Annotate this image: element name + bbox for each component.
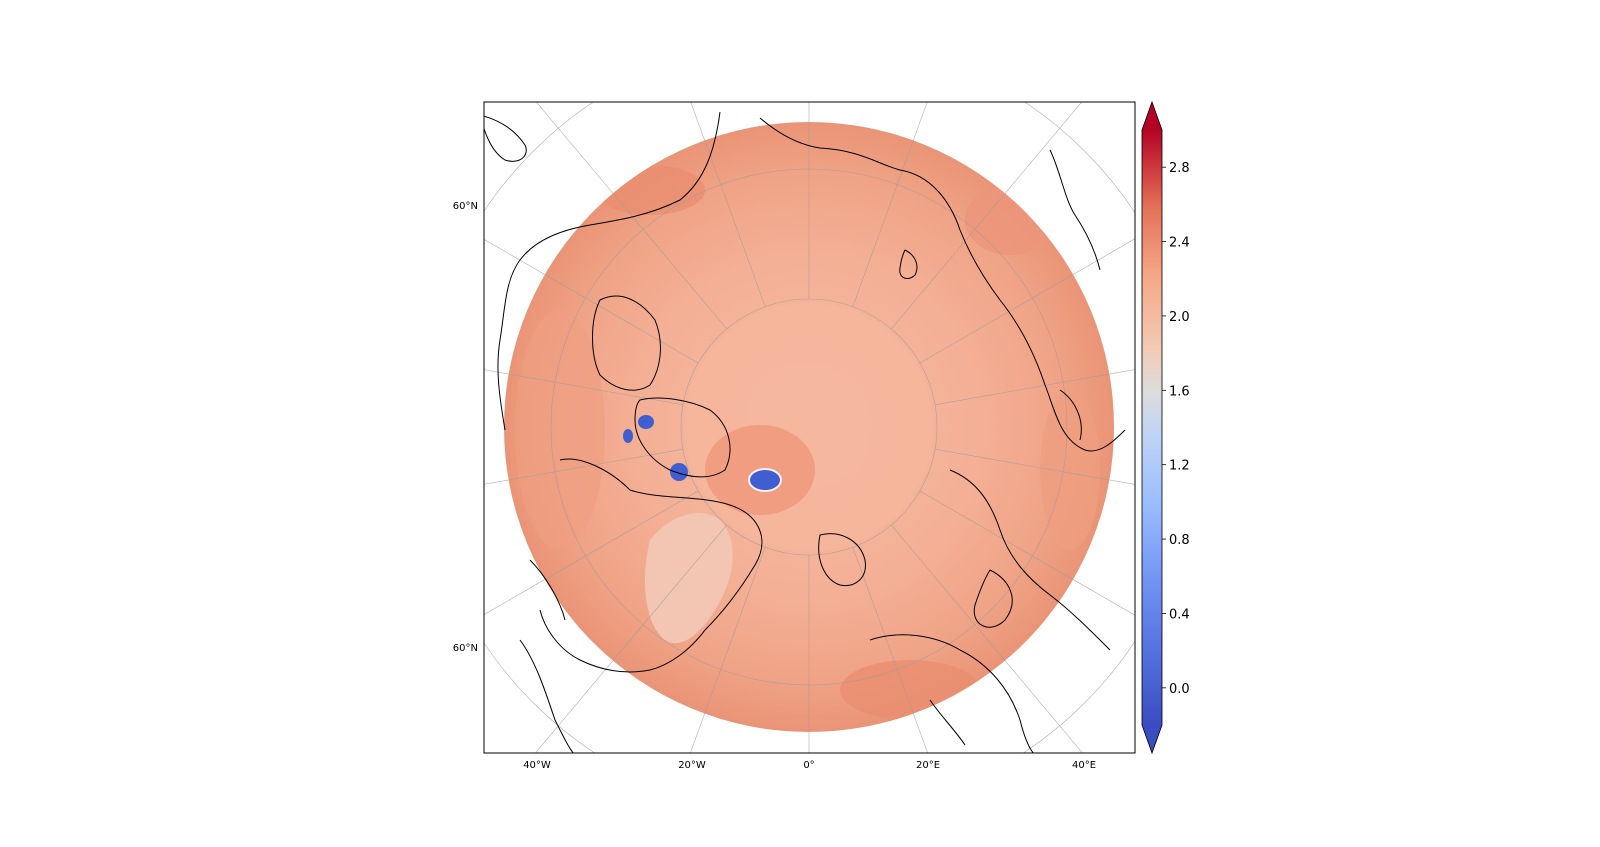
colorbar-gradient: [1142, 130, 1162, 725]
meridian-line: [535, 102, 727, 330]
meridians: [484, 102, 1135, 753]
coastline-island: [592, 295, 661, 391]
field-patch: [1040, 390, 1100, 550]
coastline-novaya-zemlya: [973, 569, 1013, 628]
coastline-eurasia: [759, 117, 1126, 452]
coastline-scandinavia: [869, 634, 1034, 753]
colorbar-tick-label: 0.0: [1169, 682, 1190, 697]
field-patch: [684, 302, 934, 552]
coastline-fragment: [929, 699, 966, 746]
coastline-fragment: [1059, 389, 1082, 441]
colorbar-tick-label: 1.6: [1169, 384, 1190, 399]
lon-label-0: 0°: [803, 760, 814, 771]
colorbar-extend-min: [1142, 725, 1162, 753]
coastline-north-america: [497, 111, 721, 431]
meridian-line: [690, 547, 766, 753]
lon-label-40e: 40°E: [1072, 760, 1096, 771]
field-negative-spot: [623, 429, 633, 443]
meridian-line: [484, 448, 683, 485]
meridian-line: [852, 102, 928, 307]
lon-label-20e: 20°E: [916, 760, 940, 771]
coastline-labrador: [519, 639, 574, 753]
colorbar-ticks: 0.0 0.4 0.8 1.2 1.6 2.0 2.4 2.8: [1162, 161, 1190, 697]
colorbar-extend-max: [1142, 102, 1162, 130]
meridian-line: [484, 239, 699, 364]
coastline-ellesmere: [634, 397, 731, 478]
meridian-line: [535, 524, 727, 753]
colorbar: 0.0 0.4 0.8 1.2 1.6 2.0 2.4 2.8: [1141, 100, 1190, 755]
meridian-line: [935, 448, 1135, 485]
colorbar-tick-label: 1.2: [1169, 459, 1190, 474]
colorbar-tick-label: 2.8: [1169, 161, 1190, 176]
coastline-greenland: [539, 458, 763, 673]
coastline-alaska: [484, 115, 527, 162]
field-negative-spot: [638, 415, 654, 429]
meridian-line: [484, 369, 683, 406]
lat-label-bottom: 60°N: [453, 643, 478, 654]
colorbar-tick-label: 0.4: [1169, 607, 1190, 622]
coastline-svalbard: [818, 533, 866, 587]
meridian-line: [891, 524, 1083, 753]
field-patch: [515, 310, 605, 550]
meridian-line: [919, 490, 1135, 616]
lon-label-20w: 20°W: [678, 760, 706, 771]
map-axes: 60°N 60°N 40°W 20°W 0° 20°E 40°E: [453, 101, 1136, 771]
coastline-fragment: [529, 559, 566, 621]
coastlines: [484, 111, 1126, 753]
field-negative-spot: [670, 463, 688, 481]
colorbar-tick-label: 2.4: [1169, 236, 1190, 251]
colorbar-tick-label: 2.0: [1169, 310, 1190, 325]
meridian-line: [852, 547, 928, 753]
gridlines: [484, 102, 1135, 753]
coastline-island: [899, 249, 918, 279]
colorbar-tick-label: 0.8: [1169, 533, 1190, 548]
lon-label-40w: 40°W: [523, 760, 551, 771]
meridian-line: [690, 102, 766, 307]
lat-label-top: 60°N: [453, 201, 478, 212]
meridian-line: [891, 102, 1083, 330]
map-frame: [483, 101, 1136, 754]
meridian-line: [484, 490, 699, 615]
meridian-line: [935, 369, 1135, 406]
field-patch-greenland: [645, 512, 733, 644]
meridian-line: [919, 238, 1135, 364]
coastline-russia: [949, 469, 1111, 651]
colorbar-outline: [1141, 100, 1163, 755]
field-negative-spot: [748, 468, 782, 492]
coastline-fragment: [1049, 149, 1101, 271]
